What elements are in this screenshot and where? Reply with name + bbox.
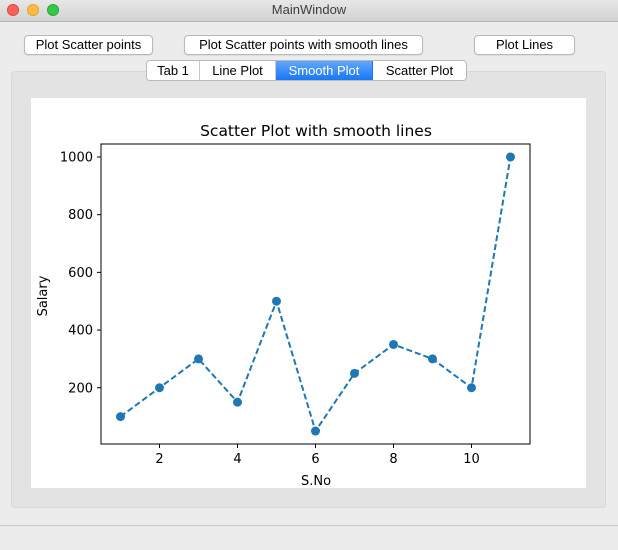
data-point (233, 397, 242, 407)
plot-area: 2 4 6 8 10 200 400 600 800 1000 (60, 143, 531, 467)
title-bar: MainWindow (0, 0, 618, 22)
tab-bar: Tab 1 Line Plot Smooth Plot Scatter Plot (146, 60, 467, 81)
tab-scatter-plot[interactable]: Scatter Plot (373, 61, 466, 80)
tab-line-plot[interactable]: Line Plot (200, 61, 276, 80)
y-tick-label: 400 (68, 324, 93, 339)
y-axis-label: Salary (36, 275, 51, 316)
data-point (467, 383, 476, 393)
maximize-window-button[interactable] (47, 4, 59, 16)
y-tick-label: 800 (68, 208, 93, 223)
data-point (428, 354, 437, 364)
x-tick-label: 6 (311, 452, 319, 467)
plot-frame (100, 143, 531, 445)
tab-smooth-plot[interactable]: Smooth Plot (276, 61, 373, 80)
x-tick-label: 10 (463, 452, 480, 467)
plot-smooth-button[interactable]: Plot Scatter points with smooth lines (184, 35, 423, 55)
plot-scatter-button[interactable]: Plot Scatter points (24, 35, 153, 55)
y-tick-label: 200 (68, 381, 93, 396)
y-tick-label: 1000 (60, 150, 93, 165)
data-point (311, 426, 320, 436)
data-point (389, 339, 398, 349)
chart-title: Scatter Plot with smooth lines (200, 122, 432, 140)
status-bar (0, 525, 618, 550)
plot-canvas: Scatter Plot with smooth lines 2 4 6 8 10 200… (31, 98, 586, 489)
series-line (119, 156, 512, 434)
tab-tab1[interactable]: Tab 1 (147, 61, 200, 80)
plot-lines-button[interactable]: Plot Lines (474, 35, 575, 55)
data-point (155, 383, 164, 393)
data-point (116, 412, 125, 422)
data-point (194, 354, 203, 364)
x-tick-label: 4 (233, 452, 241, 467)
data-point (350, 368, 359, 378)
data-point (272, 296, 281, 306)
x-tick-label: 2 (155, 452, 163, 467)
close-window-button[interactable] (7, 4, 19, 16)
window-title: MainWindow (271, 2, 347, 17)
x-tick-label: 8 (389, 452, 397, 467)
y-tick-label: 600 (68, 266, 93, 281)
minimize-window-button[interactable] (27, 4, 39, 16)
x-axis-label: S.No (301, 474, 331, 488)
data-point (506, 152, 515, 162)
chart: Scatter Plot with smooth lines 2 4 6 8 10 200… (36, 122, 531, 489)
